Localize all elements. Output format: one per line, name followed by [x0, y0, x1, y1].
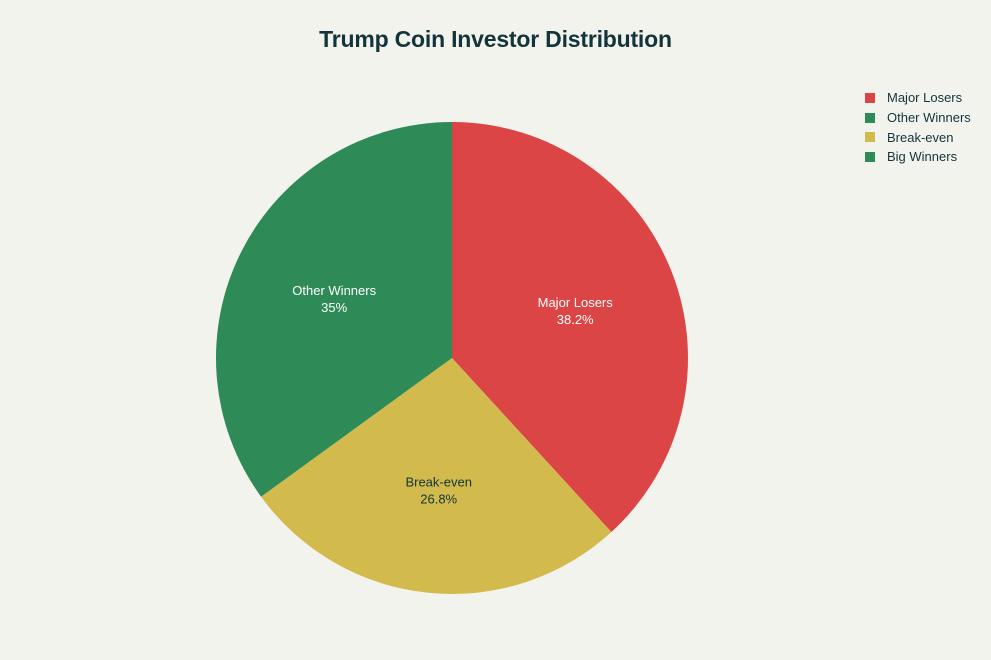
legend-swatch — [865, 92, 875, 103]
legend-swatch — [865, 112, 875, 123]
legend-label: Big Winners — [887, 149, 958, 165]
legend-swatch — [865, 132, 875, 143]
slice-label-name: Major Losers — [538, 295, 614, 310]
pie-slices — [215, 122, 688, 595]
legend: Major Losers Other Winners Break-even Bi… — [865, 88, 971, 167]
legend-item[interactable]: Big Winners — [865, 147, 971, 167]
pie-slice-major-losers[interactable] — [452, 122, 688, 533]
legend-label: Break-even — [887, 129, 954, 145]
legend-item[interactable]: Major Losers — [865, 88, 971, 108]
slice-label-value: 35% — [321, 300, 347, 315]
legend-label: Other Winners — [887, 110, 971, 126]
slice-label: Other Winners 35% — [292, 283, 376, 315]
pie-labels: Major Losers 38.2% Break-even 26.8% Other Wi… — [292, 283, 613, 507]
legend-item[interactable]: Other Winners — [865, 108, 971, 128]
slice-label: Major Losers 38.2% — [538, 295, 614, 327]
legend-label: Major Losers — [887, 90, 963, 106]
legend-swatch — [865, 151, 875, 162]
chart-title: Trump Coin Investor Distribution — [319, 26, 672, 52]
slice-label-name: Other Winners — [292, 283, 376, 298]
pie-slice-break-even[interactable] — [261, 358, 612, 595]
pie-slice-big-winners[interactable] — [215, 122, 452, 497]
slice-label: Break-even 26.8% — [405, 475, 471, 507]
legend-item[interactable]: Break-even — [865, 127, 971, 147]
slice-label-value: 38.2% — [557, 312, 594, 327]
slice-label-value: 26.8% — [420, 492, 457, 507]
slice-label-name: Break-even — [405, 475, 471, 490]
